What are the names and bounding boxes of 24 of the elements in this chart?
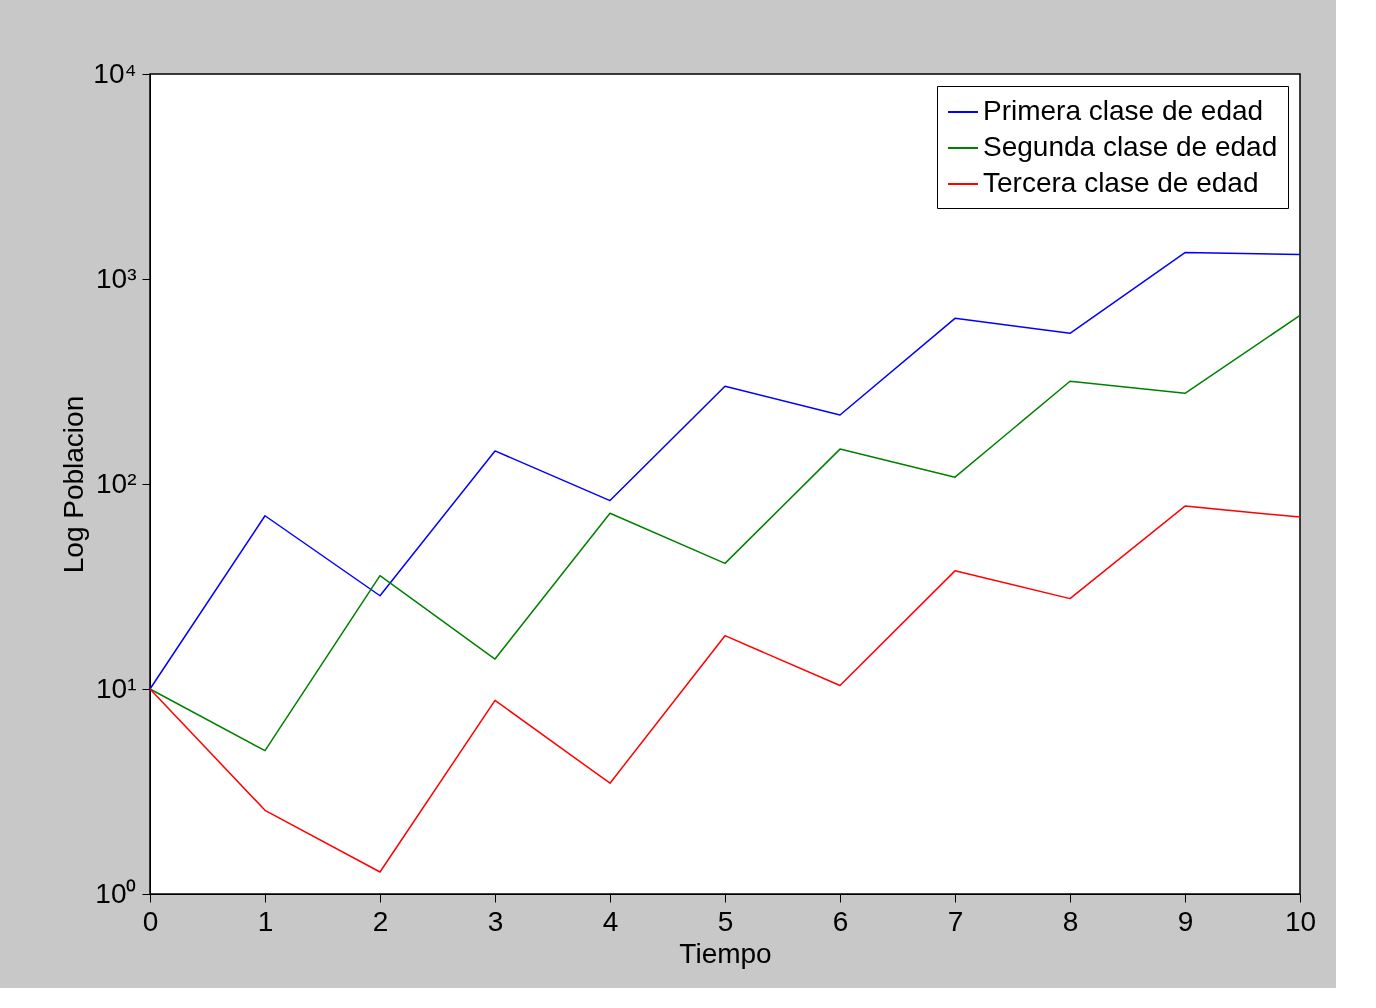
line-series <box>149 251 1301 690</box>
y-tick-label: 10² <box>96 467 137 499</box>
y-tick-label: 10⁰ <box>95 877 137 909</box>
x-tick-label: 2 <box>372 905 389 937</box>
x-tick-label: 8 <box>1062 905 1079 937</box>
x-tick-label: 6 <box>832 905 849 937</box>
x-tick-label: 4 <box>602 905 619 937</box>
y-tick-label: 10⁴ <box>93 57 137 89</box>
line-series <box>149 505 1301 873</box>
x-tick-label: 1 <box>257 905 274 937</box>
y-tick-label: 10³ <box>96 262 137 294</box>
x-axis-title: Tiempo <box>679 937 772 969</box>
y-tick-label: 10¹ <box>96 672 137 704</box>
legend-label: Tercera clase de edad <box>983 167 1259 198</box>
x-tick-label: 3 <box>487 905 504 937</box>
legend-label: Primera clase de edad <box>983 95 1264 126</box>
x-tick-label: 10 <box>1284 905 1317 937</box>
x-tick-label: 9 <box>1177 905 1194 937</box>
line-series <box>149 314 1301 752</box>
y-axis-title: Log Poblacion <box>58 395 90 574</box>
legend-label: Segunda clase de edad <box>983 131 1278 162</box>
x-tick-label: 5 <box>717 905 734 937</box>
x-tick-label: 0 <box>142 905 159 937</box>
x-tick-label: 7 <box>947 905 964 937</box>
